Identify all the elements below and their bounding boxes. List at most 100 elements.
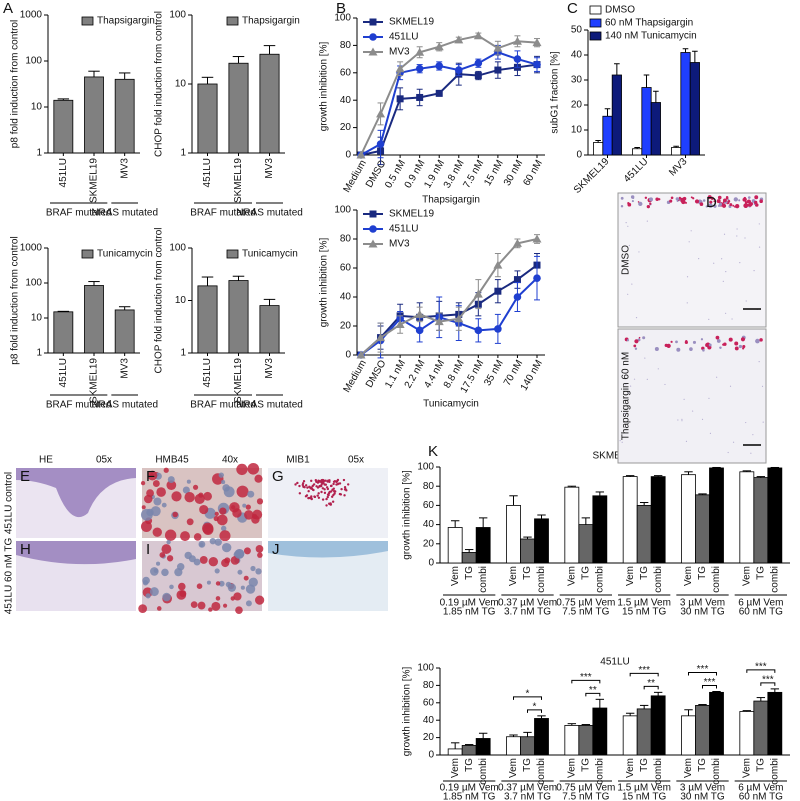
y-axis-label: subG1 fraction [%] bbox=[550, 51, 561, 133]
cell bbox=[209, 537, 217, 545]
x-tick-label: 6 µM Vem bbox=[738, 783, 783, 794]
cell bbox=[141, 505, 146, 510]
bar bbox=[564, 486, 580, 564]
cell bbox=[256, 498, 264, 505]
panel-letter: A bbox=[3, 0, 13, 17]
y-tick-label: 60 bbox=[340, 67, 352, 78]
bar bbox=[593, 142, 604, 156]
series-line bbox=[360, 238, 538, 356]
series-line bbox=[360, 63, 538, 156]
cell bbox=[184, 551, 192, 560]
marker bbox=[415, 64, 424, 73]
marker bbox=[474, 59, 483, 68]
bar bbox=[534, 718, 549, 756]
bar bbox=[632, 148, 643, 156]
legend-label: Thapsigargin bbox=[97, 16, 155, 27]
stain-speck bbox=[628, 392, 630, 394]
bar bbox=[447, 748, 463, 756]
significance-bracket bbox=[513, 696, 542, 700]
y-axis-label: p8 fold induction from control bbox=[10, 20, 21, 148]
stain-speck bbox=[631, 283, 633, 285]
y-tick-label: 100 bbox=[417, 462, 434, 473]
stain-speck bbox=[692, 340, 697, 344]
cell bbox=[323, 491, 327, 495]
panel-letter: D bbox=[706, 194, 717, 211]
x-tick-label: 7.5 nM TG bbox=[562, 607, 609, 618]
bar bbox=[753, 477, 769, 564]
cell bbox=[327, 479, 330, 482]
marker bbox=[369, 225, 377, 233]
cell bbox=[243, 575, 249, 581]
image-label: DMSO bbox=[621, 245, 632, 275]
stain-speck bbox=[734, 341, 739, 346]
cell bbox=[140, 521, 152, 532]
x-tick-label: 451LU bbox=[202, 158, 213, 187]
significance-bracket bbox=[629, 672, 659, 677]
marker bbox=[395, 64, 405, 73]
x-tick-label: 7.5 nM TG bbox=[562, 792, 609, 801]
x-tick-label: MV3 bbox=[119, 358, 130, 379]
cell bbox=[182, 486, 190, 494]
tissue bbox=[268, 541, 388, 558]
chart-title: SKMEL19 bbox=[592, 451, 637, 462]
x-tick-label: 451LU bbox=[622, 156, 651, 185]
y-tick-label: 30 bbox=[571, 75, 583, 86]
bar-label: TG bbox=[580, 566, 591, 580]
y-tick-label: 0 bbox=[428, 750, 434, 761]
cell bbox=[214, 568, 220, 574]
bar-label: Vem bbox=[450, 566, 461, 586]
cell bbox=[203, 491, 212, 501]
y-tick-label: 1 bbox=[180, 348, 186, 359]
marker bbox=[494, 287, 502, 295]
cell bbox=[145, 593, 151, 599]
bar bbox=[114, 309, 135, 354]
cell bbox=[343, 486, 347, 489]
legend-label: 140 nM Tunicamycin bbox=[605, 31, 697, 42]
cell bbox=[152, 480, 160, 487]
stain-speck bbox=[625, 222, 627, 224]
marker bbox=[454, 314, 464, 323]
stain-speck bbox=[742, 344, 746, 349]
bar bbox=[53, 311, 74, 354]
bar bbox=[259, 305, 280, 354]
panel-letter: I bbox=[146, 541, 150, 558]
cell bbox=[167, 476, 175, 484]
cell bbox=[338, 492, 342, 496]
stain-speck bbox=[722, 280, 724, 282]
stain-speck bbox=[718, 202, 723, 207]
stain-speck bbox=[620, 196, 624, 200]
stain-speck bbox=[701, 418, 704, 420]
stain-speck bbox=[713, 204, 717, 208]
column-header: HMB45 bbox=[155, 455, 189, 466]
cell bbox=[345, 489, 348, 492]
stain-speck bbox=[750, 452, 752, 454]
cell bbox=[306, 486, 309, 489]
stain-speck bbox=[625, 383, 627, 385]
cell bbox=[320, 483, 323, 486]
cell bbox=[236, 485, 249, 498]
y-tick-label: 100 bbox=[417, 663, 434, 674]
y-tick-label: 10 bbox=[571, 125, 583, 136]
row-label: 451LU control bbox=[4, 472, 15, 534]
cell bbox=[311, 488, 315, 492]
cell bbox=[161, 502, 167, 508]
significance-bracket bbox=[760, 682, 776, 686]
cell bbox=[302, 480, 306, 483]
cell bbox=[325, 497, 328, 501]
stain-speck bbox=[758, 361, 760, 363]
significance-label: * bbox=[526, 688, 530, 699]
stain-speck bbox=[722, 198, 727, 203]
y-axis-label: CHOP fold induction from control bbox=[154, 228, 165, 374]
y-tick-label: 80 bbox=[340, 234, 352, 245]
stain-speck bbox=[681, 199, 686, 205]
y-tick-label: 40 bbox=[423, 519, 435, 530]
legend-label: SKMEL19 bbox=[389, 17, 434, 28]
stain-speck bbox=[762, 421, 764, 423]
bar bbox=[506, 736, 521, 756]
cell bbox=[255, 568, 262, 575]
stain-speck bbox=[694, 199, 700, 204]
stain-speck bbox=[638, 201, 643, 207]
stain-speck bbox=[646, 220, 648, 222]
stain-speck bbox=[648, 197, 653, 202]
bar bbox=[228, 280, 249, 354]
